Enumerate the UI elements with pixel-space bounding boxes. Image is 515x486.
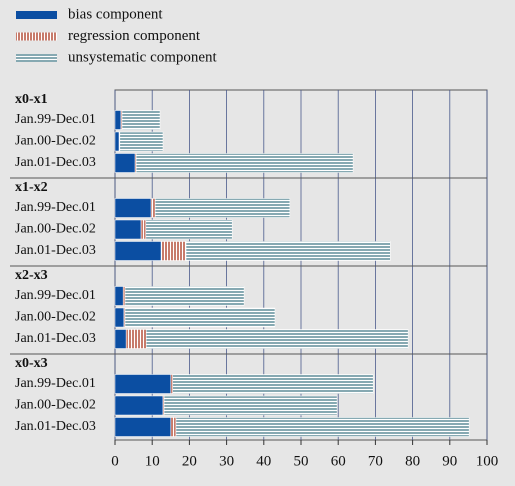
bar-segment [125, 329, 147, 349]
bar-segment [114, 153, 136, 173]
x-tick-label: 80 [405, 453, 420, 469]
y-tick-label: Jan.99-Dec.01 [15, 112, 96, 127]
x-tick-label: 100 [476, 453, 499, 469]
x-tick-label: 10 [145, 453, 160, 469]
bar-segment [114, 329, 127, 349]
bar-segment [114, 241, 162, 261]
bar-segment [114, 219, 142, 240]
legend-swatch [16, 32, 57, 41]
bar-segment [114, 198, 152, 218]
bar-segment [185, 241, 391, 261]
bar-segment [170, 374, 173, 394]
y-tick-label: Jan.00-Dec.02 [15, 222, 96, 237]
bar-segment [140, 219, 147, 240]
bar-segment [114, 286, 124, 306]
bar-segment [122, 286, 126, 306]
bar-segment [114, 417, 172, 437]
bar-segment [114, 374, 172, 394]
bar-segment [163, 395, 338, 416]
bar-segment [135, 153, 354, 173]
bar-segment [119, 131, 164, 152]
legend-swatch [16, 11, 57, 19]
group-label: x1-x2 [15, 180, 48, 195]
x-tick-label: 50 [294, 453, 309, 469]
legend-label: bias component [68, 6, 163, 22]
bar-segment [114, 110, 122, 130]
y-tick-label: Jan.99-Dec.01 [15, 288, 96, 303]
x-tick-label: 30 [219, 453, 234, 469]
x-tick-label: 90 [442, 453, 457, 469]
group-label: x0-x1 [15, 92, 48, 107]
y-tick-label: Jan.00-Dec.02 [15, 134, 96, 149]
group-label: x2-x3 [15, 268, 48, 283]
bar-segment [154, 198, 291, 218]
bar-segment [124, 286, 245, 306]
y-tick-label: Jan.01-Dec.03 [15, 155, 96, 170]
bar-segment [160, 241, 187, 261]
bar-segment [175, 417, 470, 437]
bar-segment [150, 198, 156, 218]
bar-segment [114, 131, 120, 152]
legend-label: regression component [68, 28, 201, 44]
bar-segment [172, 374, 374, 394]
y-tick-label: Jan.01-Dec.03 [15, 419, 96, 434]
y-tick-label: Jan.01-Dec.03 [15, 243, 96, 258]
legend-swatch [16, 54, 57, 62]
bar-segment [124, 307, 276, 328]
y-tick-label: Jan.99-Dec.01 [15, 376, 96, 391]
bar-segment [145, 329, 409, 349]
bar-segment [121, 110, 161, 130]
y-tick-label: Jan.99-Dec.01 [15, 200, 96, 215]
x-tick-label: 70 [368, 453, 383, 469]
bar-segment [114, 395, 164, 416]
bar-segment [114, 307, 125, 328]
x-tick-label: 40 [256, 453, 271, 469]
bar-segment [145, 219, 233, 240]
y-tick-label: Jan.00-Dec.02 [15, 310, 96, 325]
x-tick-label: 60 [331, 453, 346, 469]
bar-segment [170, 417, 177, 437]
group-label: x0-x3 [15, 356, 48, 371]
legend-label: unsystematic component [68, 49, 218, 65]
y-tick-label: Jan.00-Dec.02 [15, 398, 96, 413]
x-tick-label: 0 [111, 453, 119, 469]
y-tick-label: Jan.01-Dec.03 [15, 331, 96, 346]
x-tick-label: 20 [182, 453, 197, 469]
